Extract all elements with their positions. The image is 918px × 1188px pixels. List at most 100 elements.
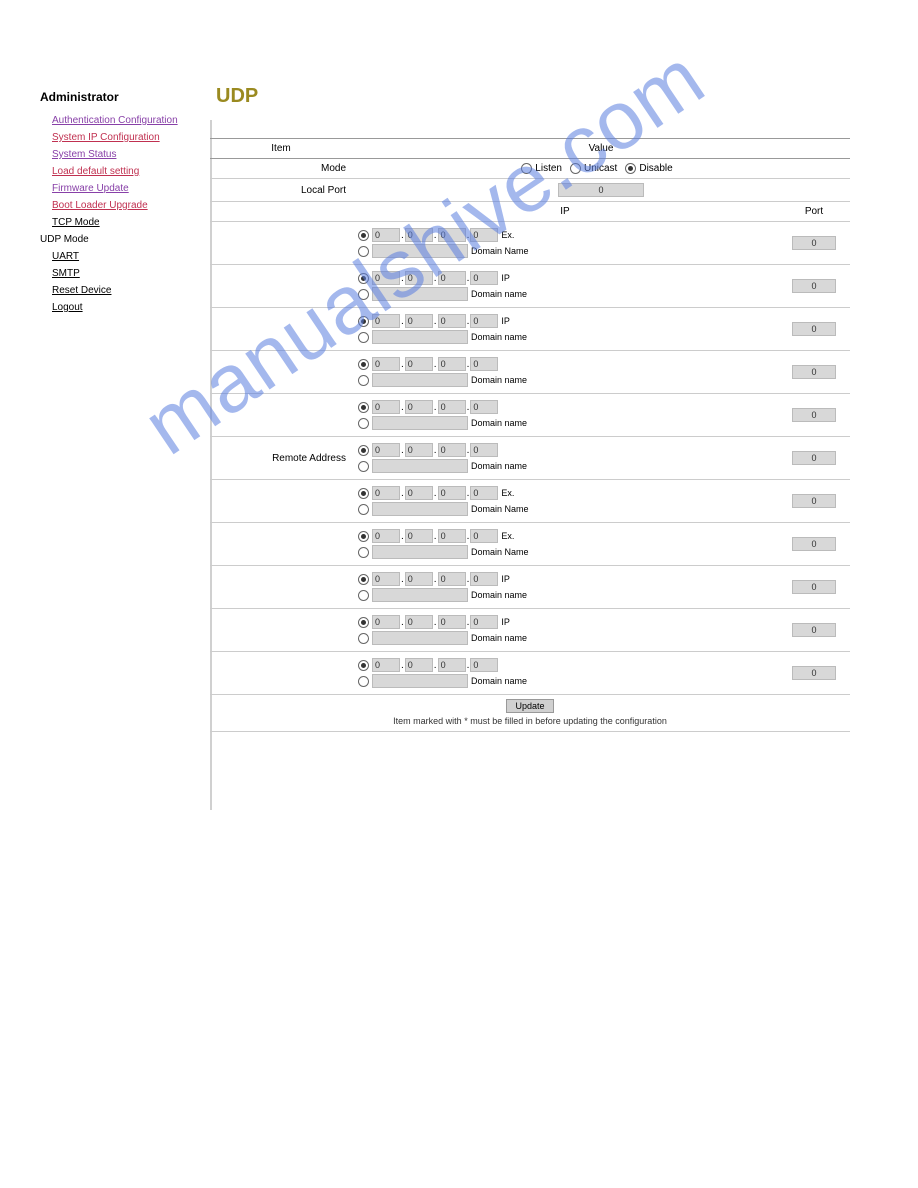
ip-octet[interactable]: 0 (470, 615, 498, 629)
ip-octet[interactable]: 0 (438, 228, 466, 242)
ip-octet[interactable]: 0 (372, 486, 400, 500)
ip-octet[interactable]: 0 (438, 572, 466, 586)
ip-octet[interactable]: 0 (405, 443, 433, 457)
domain-radio[interactable] (358, 590, 369, 601)
port-input[interactable]: 0 (792, 580, 836, 594)
ip-octet[interactable]: 0 (470, 443, 498, 457)
port-input[interactable]: 0 (792, 451, 836, 465)
port-input[interactable]: 0 (792, 322, 836, 336)
ip-radio[interactable] (358, 531, 369, 542)
domain-radio[interactable] (358, 246, 369, 257)
ip-octet[interactable]: 0 (470, 357, 498, 371)
sidebar-item-9[interactable]: SMTP (52, 267, 190, 281)
domain-input[interactable] (372, 502, 468, 516)
domain-radio[interactable] (358, 504, 369, 515)
domain-input[interactable] (372, 631, 468, 645)
ip-octet[interactable]: 0 (372, 658, 400, 672)
ip-octet[interactable]: 0 (372, 615, 400, 629)
sidebar-item-11[interactable]: Logout (52, 301, 190, 315)
ip-octet[interactable]: 0 (470, 658, 498, 672)
ip-octet[interactable]: 0 (372, 529, 400, 543)
ip-radio[interactable] (358, 359, 369, 370)
radio[interactable] (570, 163, 581, 174)
ip-radio[interactable] (358, 617, 369, 628)
port-input[interactable]: 0 (792, 666, 836, 680)
ip-octet[interactable]: 0 (438, 658, 466, 672)
ip-radio[interactable] (358, 316, 369, 327)
port-input[interactable]: 0 (792, 494, 836, 508)
port-input[interactable]: 0 (792, 623, 836, 637)
ip-octet[interactable]: 0 (438, 443, 466, 457)
ip-radio[interactable] (358, 402, 369, 413)
sidebar-item-3[interactable]: Load default setting (52, 165, 190, 179)
ip-radio[interactable] (358, 273, 369, 284)
ip-octet[interactable]: 0 (470, 486, 498, 500)
domain-input[interactable] (372, 330, 468, 344)
ip-octet[interactable]: 0 (438, 314, 466, 328)
ip-octet[interactable]: 0 (470, 400, 498, 414)
sidebar-item-6[interactable]: TCP Mode (52, 216, 190, 230)
ip-octet[interactable]: 0 (372, 400, 400, 414)
ip-octet[interactable]: 0 (405, 486, 433, 500)
ip-octet[interactable]: 0 (470, 529, 498, 543)
ip-octet[interactable]: 0 (470, 314, 498, 328)
sidebar-item-0[interactable]: Authentication Configuration (52, 114, 190, 128)
ip-octet[interactable]: 0 (405, 529, 433, 543)
domain-input[interactable] (372, 459, 468, 473)
ip-octet[interactable]: 0 (438, 357, 466, 371)
domain-radio[interactable] (358, 289, 369, 300)
radio[interactable] (521, 163, 532, 174)
domain-radio[interactable] (358, 547, 369, 558)
sidebar-item-8[interactable]: UART (52, 250, 190, 264)
domain-input[interactable] (372, 416, 468, 430)
domain-input[interactable] (372, 244, 468, 258)
mode-option-listen[interactable]: Listen (521, 163, 562, 174)
port-input[interactable]: 0 (792, 537, 836, 551)
ip-octet[interactable]: 0 (405, 314, 433, 328)
ip-octet[interactable]: 0 (405, 615, 433, 629)
ip-octet[interactable]: 0 (438, 486, 466, 500)
ip-octet[interactable]: 0 (405, 400, 433, 414)
ip-octet[interactable]: 0 (372, 314, 400, 328)
sidebar-item-2[interactable]: System Status (52, 148, 190, 162)
ip-octet[interactable]: 0 (438, 271, 466, 285)
sidebar-item-5[interactable]: Boot Loader Upgrade (52, 199, 190, 213)
domain-radio[interactable] (358, 461, 369, 472)
ip-octet[interactable]: 0 (372, 357, 400, 371)
ip-octet[interactable]: 0 (438, 400, 466, 414)
ip-octet[interactable]: 0 (438, 529, 466, 543)
port-input[interactable]: 0 (792, 279, 836, 293)
radio[interactable] (625, 163, 636, 174)
ip-octet[interactable]: 0 (405, 271, 433, 285)
mode-option-disable[interactable]: Disable (625, 163, 672, 174)
port-input[interactable]: 0 (792, 408, 836, 422)
domain-input[interactable] (372, 588, 468, 602)
ip-octet[interactable]: 0 (372, 271, 400, 285)
domain-input[interactable] (372, 373, 468, 387)
localport-input[interactable]: 0 (558, 183, 644, 197)
update-button[interactable]: Update (506, 699, 553, 713)
domain-radio[interactable] (358, 418, 369, 429)
sidebar-item-7[interactable]: UDP Mode (40, 233, 190, 247)
sidebar-item-1[interactable]: System IP Configuration (52, 131, 190, 145)
ip-radio[interactable] (358, 445, 369, 456)
domain-input[interactable] (372, 545, 468, 559)
ip-radio[interactable] (358, 488, 369, 499)
domain-radio[interactable] (358, 633, 369, 644)
mode-option-unicast[interactable]: Unicast (570, 163, 617, 174)
ip-octet[interactable]: 0 (438, 615, 466, 629)
ip-octet[interactable]: 0 (470, 271, 498, 285)
sidebar-item-10[interactable]: Reset Device (52, 284, 190, 298)
ip-octet[interactable]: 0 (372, 228, 400, 242)
ip-radio[interactable] (358, 574, 369, 585)
ip-octet[interactable]: 0 (405, 658, 433, 672)
port-input[interactable]: 0 (792, 236, 836, 250)
ip-octet[interactable]: 0 (470, 572, 498, 586)
domain-radio[interactable] (358, 375, 369, 386)
sidebar-item-4[interactable]: Firmware Update (52, 182, 190, 196)
port-input[interactable]: 0 (792, 365, 836, 379)
ip-radio[interactable] (358, 660, 369, 671)
domain-radio[interactable] (358, 332, 369, 343)
ip-octet[interactable]: 0 (372, 443, 400, 457)
domain-input[interactable] (372, 287, 468, 301)
